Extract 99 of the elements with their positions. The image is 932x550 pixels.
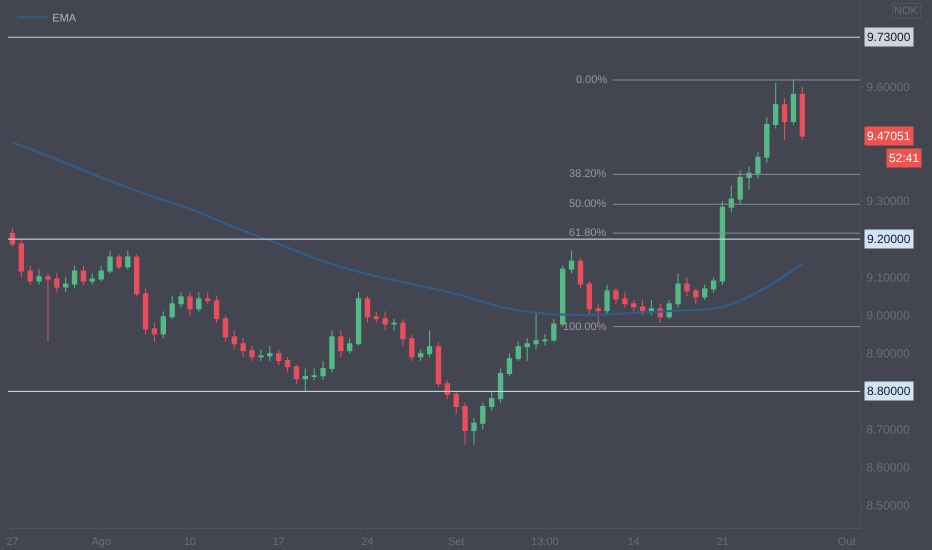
candlestick [506,352,512,377]
ref-line-label: 9.20000 [867,232,911,246]
candlestick [436,341,442,388]
candlestick [284,356,290,373]
text: 9.47051 [867,129,911,143]
candlestick [489,390,494,411]
candlestick [249,345,255,362]
candlestick [551,318,556,342]
candlestick [116,254,122,270]
candlestick [28,265,33,286]
candlestick [684,276,690,297]
annotation: 0.00% [576,74,608,86]
candlestick [454,390,459,415]
candlestick [418,348,424,362]
candlestick [773,82,778,130]
candlestick [648,299,654,316]
candlestick [578,258,584,290]
candlestick [498,368,504,404]
candlestick [214,296,220,324]
candlestick [374,310,379,324]
candlestick [160,310,166,339]
candlestick [533,310,539,350]
annotation: 50.00% [569,198,607,210]
candlestick [409,334,414,362]
candlestick [329,330,335,373]
candlestick [622,292,628,308]
candlestick [524,338,530,362]
candlestick [480,402,486,430]
candlestick [134,254,140,297]
candlestick [187,292,193,316]
candlestick [764,116,770,164]
annotation: 61.80% [569,227,607,239]
candlestick [347,338,352,354]
ref-line-label: 9.73000 [867,30,911,44]
candlestick [364,296,370,324]
candlestick [746,166,752,190]
annotation: 100.00% [563,321,607,333]
candlestick [800,86,805,141]
candlestick [693,288,698,304]
candlestick [462,402,468,446]
candlestick [710,276,716,293]
candlestick [18,238,24,278]
candlestick [258,348,264,362]
candlestick [586,280,592,316]
candlestick [596,303,601,324]
candlestick [631,299,636,312]
candlestick [276,348,282,366]
candlestick [640,299,646,316]
candlestick [107,250,113,274]
candlestick [382,310,388,331]
candlestick [675,272,681,308]
candlestick [80,265,86,286]
candlestick [72,265,78,290]
candlestick [604,284,610,316]
candlestick [294,364,300,384]
candlestick [790,78,796,126]
candlestick [702,284,708,300]
candlestick [178,292,184,308]
candlestick [391,318,397,331]
legend-label: EMA [52,12,77,24]
candlestick [36,269,42,286]
candlestick [312,368,317,380]
candlestick [302,368,308,392]
candlestick [196,292,202,312]
candlestick [471,417,477,446]
candlestick [728,185,734,213]
candlestick [426,330,432,358]
candlestick [142,288,148,335]
candlestick [232,330,237,350]
candlestick [560,265,566,328]
candlestick [738,170,743,206]
candlestick [222,314,228,342]
candlestick [542,334,548,346]
candlestick [568,250,574,274]
candlestick [338,330,344,358]
text: 52:41 [889,151,920,165]
candlestick [444,379,450,400]
candlestick [400,318,406,346]
candlestick [516,341,521,362]
candlestick [152,322,158,342]
candlestick [98,265,104,282]
candlestick [170,296,175,320]
candlestick [755,151,761,179]
candlestick [90,272,95,286]
candlestick [320,360,326,380]
candlestick [54,272,60,293]
candlestick [613,288,619,304]
candlestick [240,338,246,358]
candlestick [356,292,362,346]
candlestick [205,292,210,304]
candlestick [720,200,726,286]
candlestick [125,250,130,270]
candlestick [45,272,51,342]
candlestick [63,276,68,293]
candlestick [267,345,272,362]
annotation: 38.20% [569,168,607,180]
candlestick [782,98,788,141]
line-series [11,141,804,316]
ref-line-label: 8.80000 [867,384,911,398]
